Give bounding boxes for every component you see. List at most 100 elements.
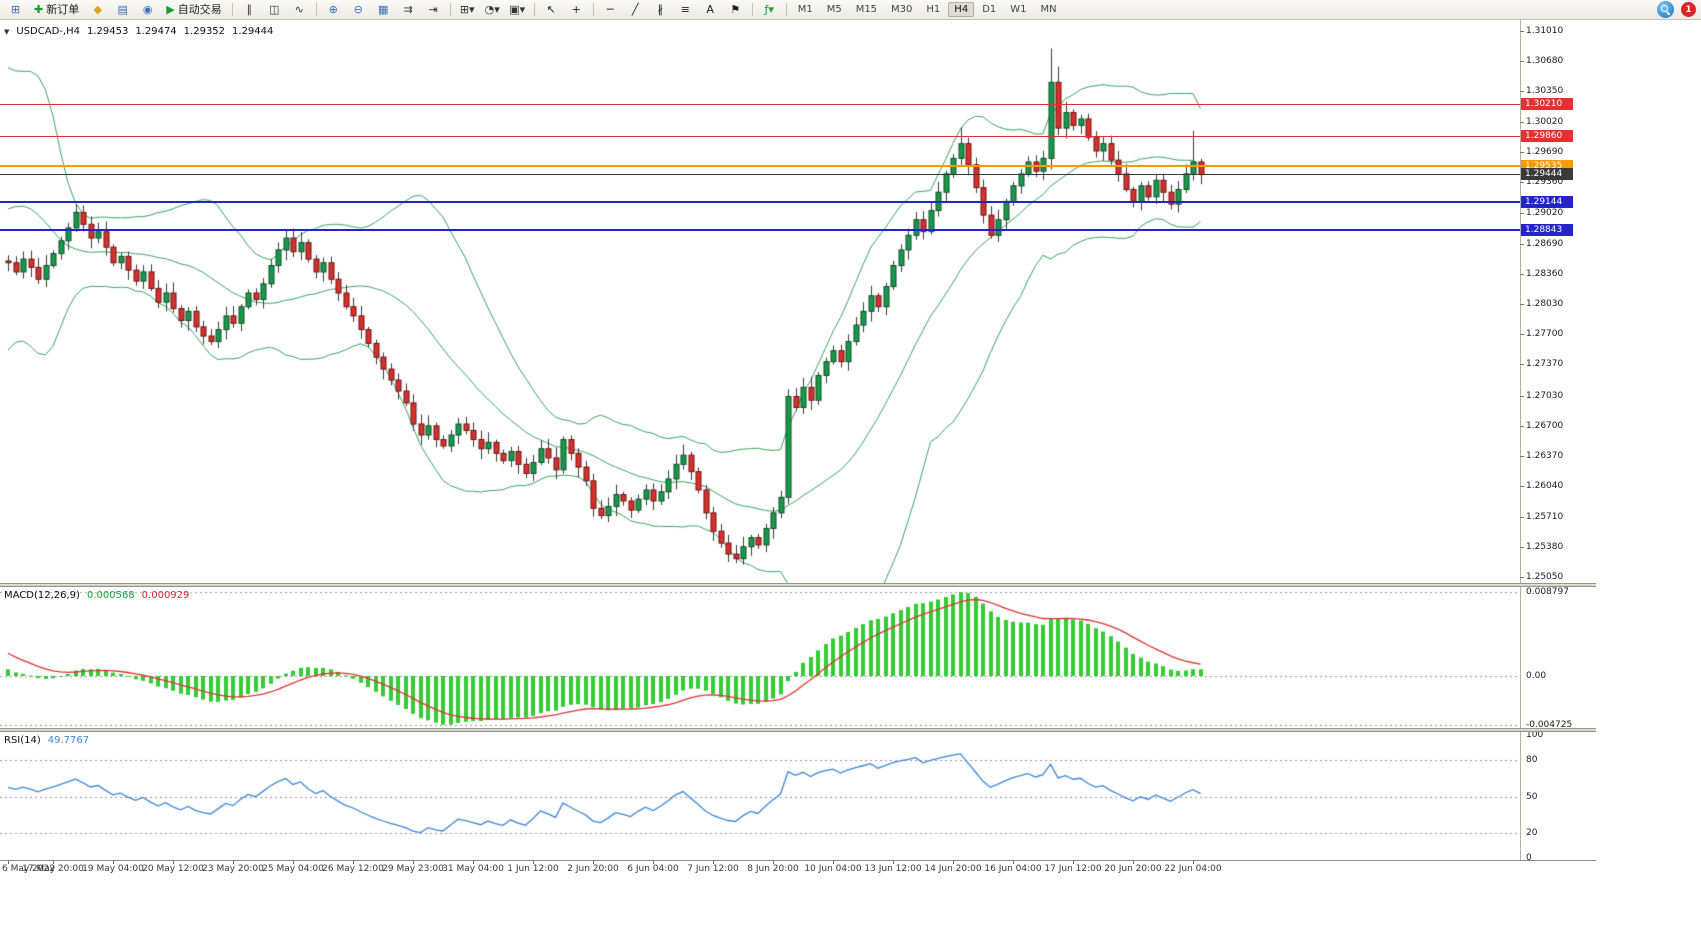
line-chart-icon: ∿	[294, 3, 304, 16]
auto-trading-button[interactable]: ▶ 自动交易	[161, 0, 226, 19]
timeframe-m5-button[interactable]: M5	[826, 4, 842, 15]
time-axis-label: 6 May 2022	[2, 864, 55, 874]
zoom-out-icon[interactable]: ⊖	[347, 0, 370, 19]
arrow-tool-icon: ⚑	[730, 3, 741, 16]
macd-panel-canvas[interactable]	[0, 587, 1520, 728]
rsi-axis-label: 0	[1526, 853, 1532, 863]
timeframe-m15-button[interactable]: M15	[855, 4, 878, 15]
price-axis-label: 1.25710	[1526, 511, 1564, 522]
price-axis-label: 1.26370	[1526, 451, 1564, 462]
rsi-panel-splitter[interactable]	[0, 728, 1596, 732]
cursor-icon[interactable]: ↖	[540, 0, 563, 19]
new-chart-icon[interactable]: ⊞	[4, 0, 27, 19]
zoom-in-icon: ⊕	[328, 3, 338, 16]
support-line-lower[interactable]	[0, 228, 1520, 231]
candlestick-chart-icon[interactable]: ◫	[263, 0, 286, 19]
horizontal-line-icon[interactable]: ─	[599, 0, 622, 19]
timeframe-m30-button[interactable]: M30	[891, 4, 913, 15]
quote-open: 1.29453	[86, 26, 129, 37]
bar-chart-icon[interactable]: ∥	[238, 0, 261, 19]
time-axis-label: 17 Jun 12:00	[1044, 864, 1102, 874]
trendline-icon[interactable]: ╱	[624, 0, 647, 19]
time-axis-tick	[773, 861, 774, 864]
time-axis-tick	[1013, 861, 1014, 864]
support-line-upper[interactable]	[0, 200, 1520, 203]
rsi-name: RSI(14)	[4, 735, 41, 746]
price-axis-label: 1.30020	[1526, 116, 1564, 127]
auto-trading-button-label: 自动交易	[177, 3, 222, 16]
zoom-out-icon: ⊖	[353, 3, 363, 16]
arrow-tool-icon[interactable]: ⚑	[724, 0, 747, 19]
zoom-in-icon[interactable]: ⊕	[322, 0, 345, 19]
fibonacci-icon: ≡	[680, 3, 690, 16]
support-line-upper-badge: 1.29144	[1521, 195, 1573, 208]
price-axis-label: 1.28030	[1526, 299, 1564, 309]
macd-panel-splitter[interactable]	[0, 583, 1596, 587]
timeframe-h4-button[interactable]: H4	[948, 2, 975, 17]
text-tool-icon[interactable]: A	[699, 0, 722, 19]
toolbar-separator	[592, 3, 594, 16]
rsi-axis-label: 80	[1526, 754, 1538, 765]
navigator-icon: ◉	[142, 3, 153, 16]
resistance-line-upper[interactable]	[0, 103, 1520, 105]
macd-axis-label: 0.008797	[1526, 587, 1569, 597]
price-axis-label: 1.25050	[1526, 572, 1564, 582]
time-axis-label: 16 Jun 04:00	[984, 864, 1042, 874]
fibonacci-icon[interactable]: ≡	[674, 0, 697, 19]
quote-low: 1.29352	[183, 26, 226, 37]
tile-windows-icon[interactable]: ▦	[372, 0, 395, 19]
auto-scroll-icon[interactable]: ⇉	[397, 0, 420, 19]
text-tool-icon: A	[706, 3, 714, 16]
crosshair-icon[interactable]: +	[565, 0, 588, 19]
notification-badge[interactable]: 1	[1681, 2, 1696, 17]
indicators-icon[interactable]: ƒ▾	[758, 0, 781, 19]
time-axis-label: 29 May 23:00	[382, 864, 444, 874]
profiles-icon[interactable]: ◆	[86, 0, 109, 19]
price-axis-label: 1.30680	[1526, 56, 1564, 67]
timeframe-w1-button[interactable]: W1	[1010, 4, 1027, 15]
market-watch-icon: ▤	[117, 3, 128, 16]
bar-chart-icon: ∥	[246, 3, 252, 16]
timeframe-m1-button[interactable]: M1	[797, 4, 813, 15]
cursor-icon: ↖	[546, 3, 556, 16]
new-chart-menu-icon: ⊞▾	[459, 3, 475, 16]
new-chart-menu-icon[interactable]: ⊞▾	[456, 0, 479, 19]
toolbar-separator	[751, 3, 753, 16]
price-axis-label: 1.27700	[1526, 329, 1564, 340]
bid-price-line[interactable]	[0, 173, 1520, 175]
price-axis-label: 1.27030	[1526, 390, 1564, 401]
market-watch-icon[interactable]: ▤	[111, 0, 134, 19]
timeframe-d1-button[interactable]: D1	[982, 4, 997, 15]
indicators-icon: ƒ▾	[764, 3, 774, 16]
time-axis-label: 23 May 20:00	[202, 864, 264, 874]
macd-axis-label: 0.00	[1526, 671, 1547, 681]
equidistant-channel-icon[interactable]: ∦	[649, 0, 672, 19]
alert-line[interactable]	[0, 165, 1520, 168]
search-icon[interactable]	[1657, 1, 1674, 18]
templates-menu-icon[interactable]: ▣▾	[506, 0, 529, 19]
toolbar-buttons: ⊞ ✚ 新订单 ◆ ▤ ◉ ▶ 自动交易 ∥ ◫ ∿ ⊕ ⊖ ▦ ⇉ ⇥ ⊞▾ ◔▾ ▣▾ ↖ + ─ ╱ ∦ ≡ A ⚑ ƒ▾	[3, 0, 791, 19]
time-axis-label: 20 Jun 20:00	[1104, 864, 1162, 874]
timeframe-h1-button[interactable]: H1	[926, 4, 941, 15]
price-axis-label: 1.30350	[1526, 86, 1564, 97]
timeframe-mn-button[interactable]: MN	[1040, 4, 1057, 15]
navigator-icon[interactable]: ◉	[136, 0, 159, 19]
rsi-axis-label: 50	[1526, 791, 1538, 802]
rsi-panel-canvas[interactable]	[0, 732, 1520, 860]
time-axis-tick	[173, 861, 174, 864]
time-axis-tick	[593, 861, 594, 864]
rsi-label: RSI(14) 49.7767	[4, 735, 89, 746]
time-axis-tick	[113, 861, 114, 864]
main-chart-canvas[interactable]	[0, 20, 1520, 583]
new-order-button[interactable]: ✚ 新订单	[29, 0, 84, 19]
chart-shift-icon[interactable]: ⇥	[422, 0, 445, 19]
time-axis-tick	[1073, 861, 1074, 864]
resistance-line-lower[interactable]	[0, 135, 1520, 137]
line-chart-icon[interactable]: ∿	[288, 0, 311, 19]
toolbar-separator	[785, 3, 787, 16]
periods-menu-icon[interactable]: ◔▾	[481, 0, 504, 19]
time-axis-tick	[53, 861, 54, 864]
time-axis-tick	[8, 861, 9, 864]
chart-shift-icon: ⇥	[428, 3, 438, 16]
time-axis-label: 20 May 12:00	[142, 864, 204, 874]
